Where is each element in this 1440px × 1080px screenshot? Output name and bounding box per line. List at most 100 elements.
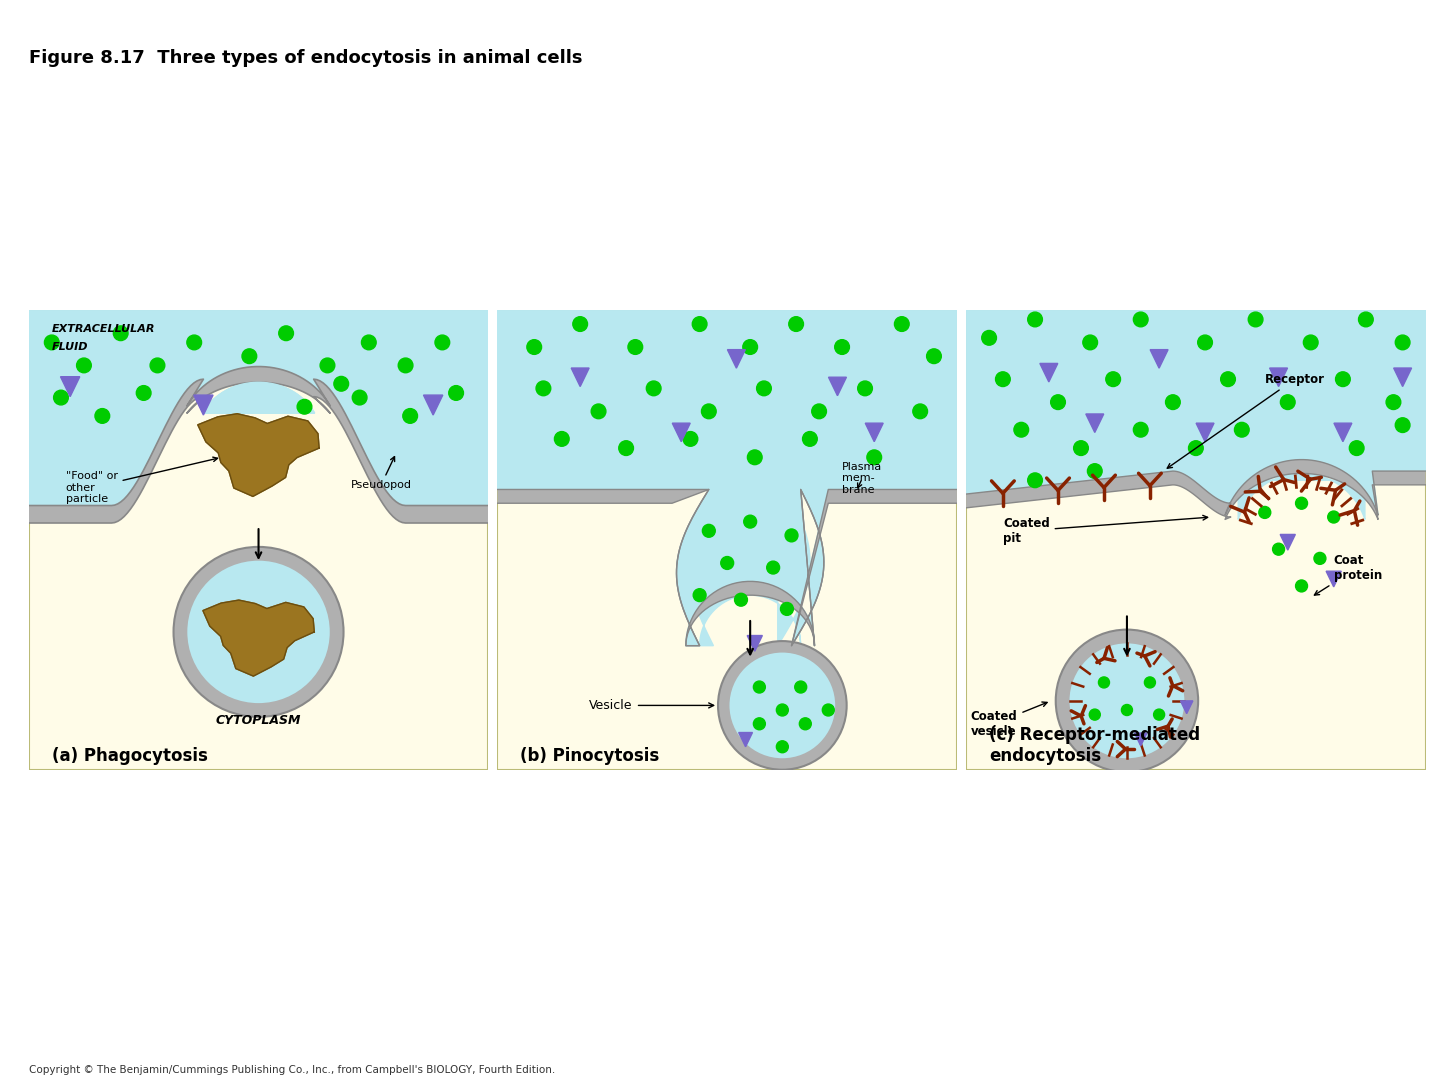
Circle shape xyxy=(592,404,606,419)
Circle shape xyxy=(1133,312,1148,327)
Circle shape xyxy=(137,386,151,401)
Circle shape xyxy=(361,335,376,350)
Circle shape xyxy=(1028,312,1043,327)
Circle shape xyxy=(1028,473,1043,488)
Circle shape xyxy=(721,556,733,569)
Circle shape xyxy=(242,349,256,364)
Circle shape xyxy=(1328,511,1339,523)
Text: FLUID: FLUID xyxy=(52,342,88,352)
Text: (a) Phagocytosis: (a) Phagocytosis xyxy=(52,746,207,765)
Circle shape xyxy=(1122,704,1132,716)
Circle shape xyxy=(1087,463,1102,478)
Polygon shape xyxy=(29,366,488,523)
FancyBboxPatch shape xyxy=(497,310,958,770)
Polygon shape xyxy=(203,382,314,414)
Circle shape xyxy=(1303,335,1318,350)
Polygon shape xyxy=(1135,733,1146,746)
Circle shape xyxy=(1106,372,1120,387)
Circle shape xyxy=(1296,580,1308,592)
Circle shape xyxy=(297,400,312,414)
Polygon shape xyxy=(572,368,589,387)
Circle shape xyxy=(150,359,164,373)
Circle shape xyxy=(701,404,716,419)
Text: Coated
vesicle: Coated vesicle xyxy=(971,702,1047,738)
Circle shape xyxy=(719,642,847,770)
Circle shape xyxy=(926,349,942,364)
Text: Vesicle: Vesicle xyxy=(589,699,714,712)
Circle shape xyxy=(1273,543,1284,555)
Circle shape xyxy=(703,525,716,537)
Polygon shape xyxy=(423,395,442,415)
Circle shape xyxy=(730,652,835,758)
Polygon shape xyxy=(1394,368,1411,387)
Circle shape xyxy=(867,450,881,464)
Circle shape xyxy=(753,718,765,730)
Polygon shape xyxy=(60,377,79,396)
Circle shape xyxy=(812,404,827,419)
Polygon shape xyxy=(828,377,847,395)
Polygon shape xyxy=(1086,414,1103,432)
Text: Coat
protein: Coat protein xyxy=(1315,554,1382,595)
Circle shape xyxy=(1056,630,1198,772)
Circle shape xyxy=(536,381,550,395)
Circle shape xyxy=(45,335,59,350)
FancyBboxPatch shape xyxy=(966,310,1426,770)
Circle shape xyxy=(734,593,747,606)
Polygon shape xyxy=(1270,368,1287,387)
Polygon shape xyxy=(203,382,314,414)
Circle shape xyxy=(1259,507,1270,518)
Circle shape xyxy=(822,704,834,716)
Circle shape xyxy=(53,390,68,405)
Circle shape xyxy=(76,359,91,373)
Circle shape xyxy=(435,335,449,350)
Polygon shape xyxy=(739,732,753,746)
Polygon shape xyxy=(966,460,1426,519)
Circle shape xyxy=(1070,644,1184,758)
Circle shape xyxy=(1349,441,1364,456)
Circle shape xyxy=(554,432,569,446)
Circle shape xyxy=(573,316,588,332)
Polygon shape xyxy=(197,414,320,497)
Circle shape xyxy=(1335,372,1351,387)
Polygon shape xyxy=(966,310,1426,515)
Polygon shape xyxy=(203,600,314,676)
Polygon shape xyxy=(1326,571,1341,586)
Polygon shape xyxy=(1280,535,1296,550)
Circle shape xyxy=(1165,395,1181,409)
Circle shape xyxy=(279,326,294,340)
FancyBboxPatch shape xyxy=(29,310,488,770)
Circle shape xyxy=(1153,710,1165,720)
Polygon shape xyxy=(690,489,811,646)
Circle shape xyxy=(1395,335,1410,350)
Polygon shape xyxy=(29,310,488,505)
Circle shape xyxy=(693,589,706,602)
Text: Figure 8.17  Three types of endocytosis in animal cells: Figure 8.17 Three types of endocytosis i… xyxy=(29,49,582,67)
Circle shape xyxy=(785,529,798,542)
Circle shape xyxy=(756,381,772,395)
Text: Receptor: Receptor xyxy=(1168,373,1325,469)
Text: (c) Receptor-mediated
endocytosis: (c) Receptor-mediated endocytosis xyxy=(989,726,1200,765)
Polygon shape xyxy=(1181,701,1192,714)
Polygon shape xyxy=(672,423,690,442)
Circle shape xyxy=(403,408,418,423)
Circle shape xyxy=(1074,441,1089,456)
Text: Plasma
mem-
brane: Plasma mem- brane xyxy=(842,462,883,495)
Circle shape xyxy=(1387,395,1401,409)
Polygon shape xyxy=(1040,364,1058,382)
Text: Pseudopod: Pseudopod xyxy=(350,457,412,490)
Circle shape xyxy=(747,450,762,464)
Polygon shape xyxy=(747,635,762,651)
Polygon shape xyxy=(194,395,213,415)
Circle shape xyxy=(399,359,413,373)
Circle shape xyxy=(995,372,1011,387)
Circle shape xyxy=(174,546,344,717)
Circle shape xyxy=(1248,312,1263,327)
Circle shape xyxy=(1395,418,1410,432)
Polygon shape xyxy=(1151,350,1168,368)
Text: (b) Pinocytosis: (b) Pinocytosis xyxy=(520,746,660,765)
Circle shape xyxy=(334,377,348,391)
Circle shape xyxy=(527,340,541,354)
Circle shape xyxy=(1188,441,1204,456)
Circle shape xyxy=(353,390,367,405)
Circle shape xyxy=(647,381,661,395)
